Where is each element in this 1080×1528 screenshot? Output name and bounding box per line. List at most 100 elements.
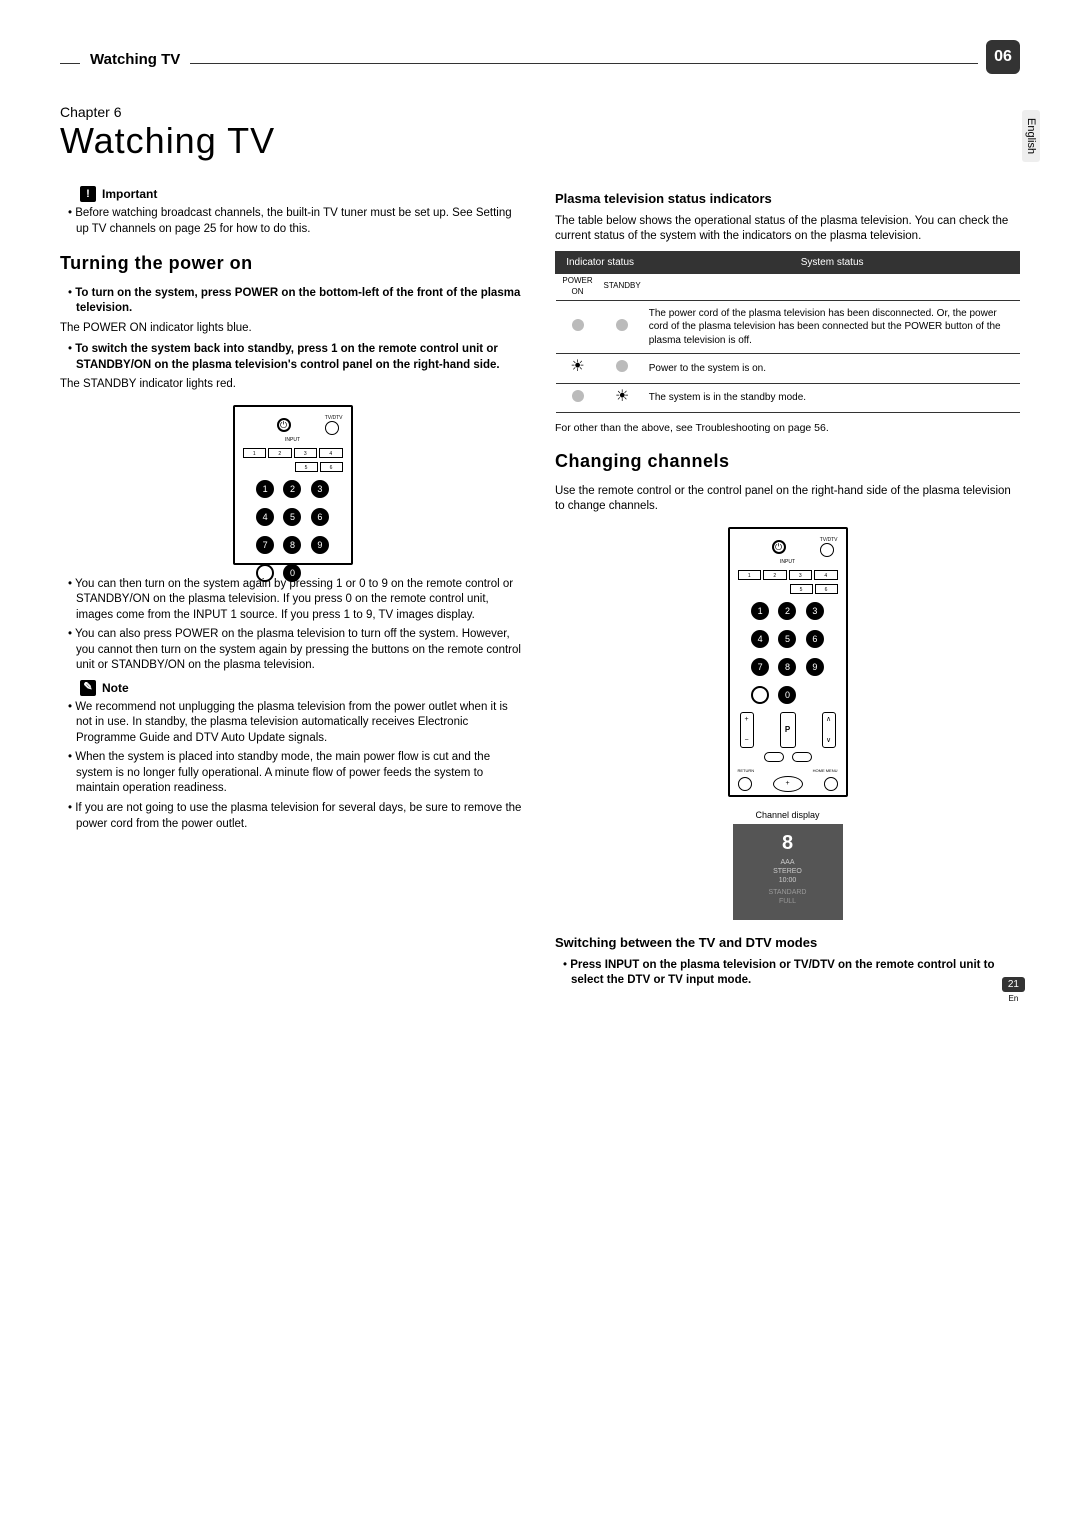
status-table: Indicator status System status POWER ON … [555, 251, 1020, 414]
channel-display-label: Channel display [733, 809, 843, 821]
language-tab: English [1022, 110, 1040, 162]
channel-time: 10:00 [737, 876, 839, 885]
turning-power-on-heading: Turning the power on [60, 251, 525, 275]
return-label: RETURN [738, 768, 755, 773]
input-row-2: 5 6 [243, 462, 343, 472]
status-indicators-heading: Plasma television status indicators [555, 190, 1020, 208]
num-8b: 8 [778, 658, 796, 676]
home-button [824, 777, 838, 791]
standby-tail: The STANDBY indicator lights red. [60, 377, 525, 393]
num-4b: 4 [751, 630, 769, 648]
num-0b: 0 [778, 686, 796, 704]
ch-rocker: ∧∨ [822, 712, 836, 748]
switching-modes-text: Press INPUT on the plasma television or … [563, 958, 1020, 989]
important-heading: ! Important [80, 186, 525, 202]
indicator-off-icon [572, 390, 584, 402]
misc-btn-2 [751, 686, 769, 704]
power-on-tail: The POWER ON indicator lights blue. [60, 321, 525, 337]
standby-button-icon: ⏻ [772, 540, 786, 554]
num-6: 6 [311, 508, 329, 526]
num-2: 2 [283, 480, 301, 498]
dpad: + [773, 776, 803, 792]
standby-step: To switch the system back into standby, … [68, 342, 525, 373]
page-header: Watching TV 06 [60, 40, 1020, 74]
input-3b: 3 [789, 570, 813, 580]
num-1: 1 [256, 480, 274, 498]
number-pad: 1 2 3 4 5 6 7 8 9 0 [243, 476, 343, 586]
home-menu-label: HOME MENU [813, 768, 838, 773]
row3-power [556, 383, 600, 413]
left-column: ! Important Before watching broadcast ch… [60, 180, 525, 993]
channel-aspect: FULL [737, 897, 839, 906]
tvdtv-button [325, 421, 339, 435]
channel-display-block: Channel display 8 AAA STEREO 10:00 STAND… [733, 809, 843, 921]
input-row-1: 1 2 3 4 [243, 448, 343, 458]
vol-rocker: +− [740, 712, 754, 748]
num-4: 4 [256, 508, 274, 526]
sub-power: POWER ON [556, 274, 600, 301]
chapter-title: Watching TV [60, 120, 1020, 162]
input-1: 1 [243, 448, 267, 458]
status-intro: The table below shows the operational st… [555, 214, 1020, 245]
input-row-1b: 1 2 3 4 [738, 570, 838, 580]
indicator-on-icon: ☀ [570, 361, 584, 373]
input-4: 4 [319, 448, 343, 458]
num-6b: 6 [806, 630, 824, 648]
num-3: 3 [311, 480, 329, 498]
channel-mode: STANDARD [737, 888, 839, 897]
row2-power: ☀ [556, 354, 600, 384]
indicator-on-icon: ☀ [615, 391, 629, 403]
input-6b: 6 [815, 584, 838, 594]
switching-modes-bold: Press INPUT on the plasma television or … [570, 959, 994, 987]
p-rocker: P [780, 712, 796, 748]
switching-modes-heading: Switching between the TV and DTV modes [555, 934, 1020, 952]
input-4b: 4 [814, 570, 838, 580]
th-system: System status [645, 251, 1020, 274]
num-3b: 3 [806, 602, 824, 620]
num-9: 9 [311, 536, 329, 554]
note-label: Note [102, 680, 129, 696]
right-column: Plasma television status indicators The … [555, 180, 1020, 993]
note-2: When the system is placed into standby m… [68, 750, 525, 797]
chapter-number-badge: 06 [986, 40, 1020, 74]
num-9b: 9 [806, 658, 824, 676]
num-5b: 5 [778, 630, 796, 648]
channel-number: 8 [737, 830, 839, 856]
indicator-off-icon [616, 360, 628, 372]
page-number: 21 [1002, 977, 1025, 992]
indicator-off-icon [616, 319, 628, 331]
page-footer: 21 En [1002, 974, 1025, 1003]
chapter-heading: Chapter 6 Watching TV [60, 104, 1020, 162]
row1-power [556, 300, 600, 354]
input-3: 3 [294, 448, 318, 458]
remote-control-diagram-1: ⏻ TV/DTV INPUT 1 2 3 4 5 6 1 2 3 [233, 405, 353, 565]
important-icon: ! [80, 186, 96, 202]
input-2: 2 [268, 448, 292, 458]
num-1b: 1 [751, 602, 769, 620]
input-2b: 2 [763, 570, 787, 580]
standby-button-icon: ⏻ [277, 418, 291, 432]
note-3: If you are not going to use the plasma t… [68, 801, 525, 832]
channel-audio: STEREO [737, 867, 839, 876]
row3-text: The system is in the standby mode. [645, 383, 1020, 413]
body-columns: ! Important Before watching broadcast ch… [60, 180, 1020, 993]
oval-btn-1 [764, 752, 784, 762]
num-7b: 7 [751, 658, 769, 676]
input-5: 5 [295, 462, 318, 472]
input-1b: 1 [738, 570, 762, 580]
input-label: INPUT [243, 437, 343, 444]
th-indicator: Indicator status [556, 251, 645, 274]
input-5b: 5 [790, 584, 813, 594]
header-rule [190, 63, 978, 64]
power-on-step: To turn on the system, press POWER on th… [68, 286, 525, 317]
input-6: 6 [320, 462, 343, 472]
row3-standby: ☀ [600, 383, 645, 413]
power-on-bold: To turn on the system, press POWER on th… [75, 287, 520, 315]
header-rule-left [60, 63, 80, 64]
num-7: 7 [256, 536, 274, 554]
tvdtv-label: TV/DTV [325, 415, 343, 422]
row2-text: Power to the system is on. [645, 354, 1020, 384]
changing-channels-heading: Changing channels [555, 449, 1020, 473]
important-text: Before watching broadcast channels, the … [68, 206, 525, 237]
tvdtv-button-2 [820, 543, 834, 557]
